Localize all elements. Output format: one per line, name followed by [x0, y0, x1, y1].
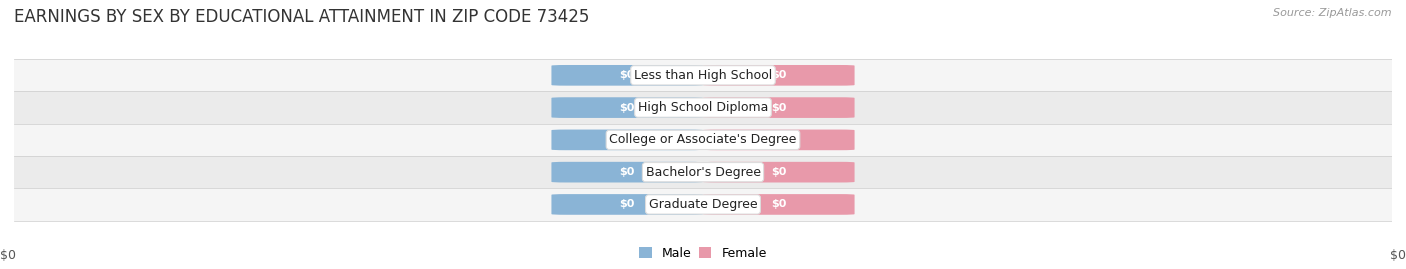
FancyBboxPatch shape	[551, 162, 703, 182]
FancyBboxPatch shape	[551, 194, 703, 215]
Text: EARNINGS BY SEX BY EDUCATIONAL ATTAINMENT IN ZIP CODE 73425: EARNINGS BY SEX BY EDUCATIONAL ATTAINMEN…	[14, 8, 589, 26]
FancyBboxPatch shape	[551, 65, 703, 86]
FancyBboxPatch shape	[703, 194, 855, 215]
Text: $0: $0	[1389, 249, 1406, 262]
Bar	[14, 124, 1392, 156]
Text: $0: $0	[620, 70, 636, 80]
Text: $0: $0	[620, 102, 636, 113]
Text: $0: $0	[770, 135, 786, 145]
FancyBboxPatch shape	[703, 65, 855, 86]
FancyBboxPatch shape	[703, 162, 855, 182]
Legend: Male, Female: Male, Female	[634, 242, 772, 265]
Bar	[14, 156, 1392, 188]
Text: Source: ZipAtlas.com: Source: ZipAtlas.com	[1274, 8, 1392, 18]
Text: $0: $0	[0, 249, 17, 262]
Text: $0: $0	[620, 199, 636, 210]
Text: $0: $0	[620, 135, 636, 145]
Text: Less than High School: Less than High School	[634, 69, 772, 82]
Bar	[14, 188, 1392, 221]
Text: Graduate Degree: Graduate Degree	[648, 198, 758, 211]
FancyBboxPatch shape	[551, 130, 703, 150]
Text: College or Associate's Degree: College or Associate's Degree	[609, 133, 797, 146]
FancyBboxPatch shape	[703, 130, 855, 150]
FancyBboxPatch shape	[551, 97, 703, 118]
Text: $0: $0	[770, 167, 786, 177]
Text: Bachelor's Degree: Bachelor's Degree	[645, 166, 761, 179]
Text: $0: $0	[620, 167, 636, 177]
Text: $0: $0	[770, 199, 786, 210]
Bar	[14, 91, 1392, 124]
Bar	[14, 59, 1392, 91]
Text: High School Diploma: High School Diploma	[638, 101, 768, 114]
Text: $0: $0	[770, 102, 786, 113]
FancyBboxPatch shape	[703, 97, 855, 118]
Text: $0: $0	[770, 70, 786, 80]
